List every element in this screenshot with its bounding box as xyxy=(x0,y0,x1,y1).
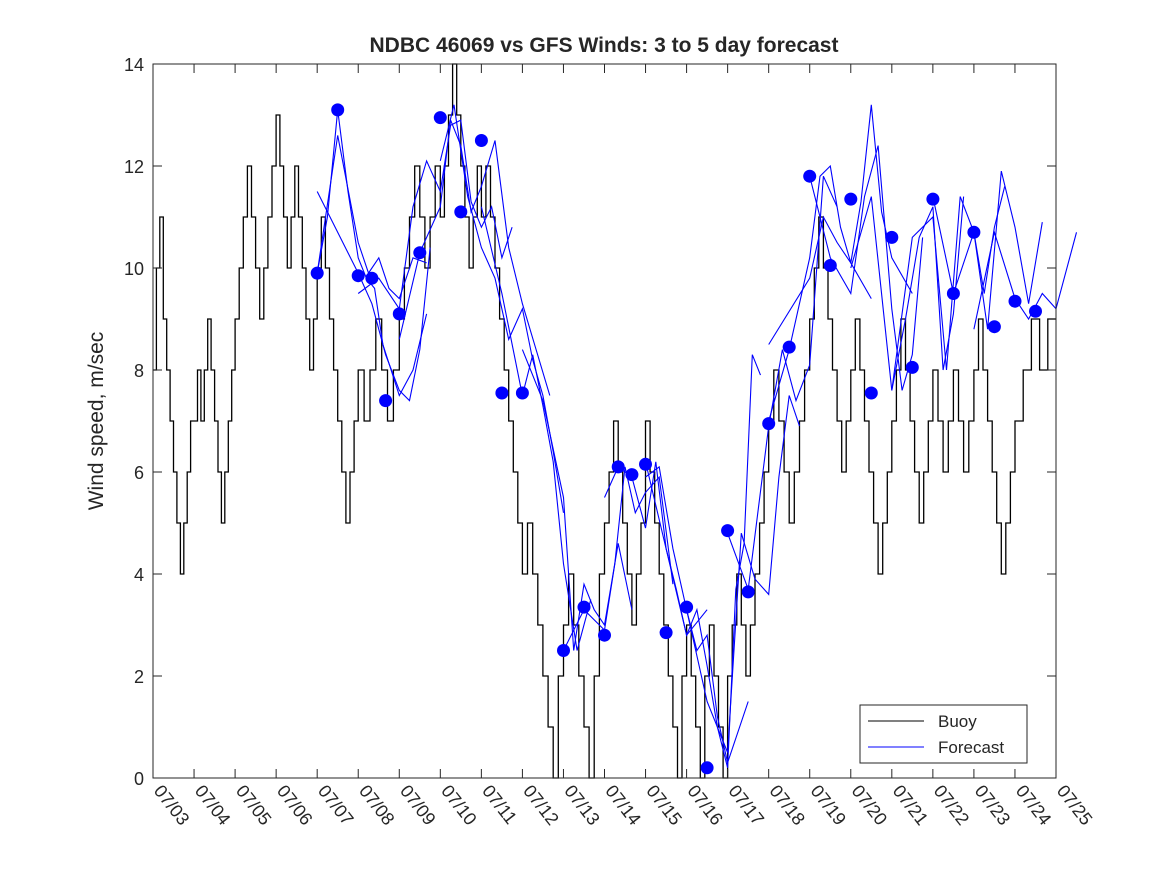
y-tick-label: 10 xyxy=(124,259,144,279)
forecast-marker xyxy=(1008,294,1022,308)
forecast-marker xyxy=(864,386,878,400)
forecast-marker xyxy=(611,460,625,474)
forecast-marker xyxy=(721,524,735,538)
y-tick-label: 14 xyxy=(124,55,144,75)
forecast-marker xyxy=(474,134,488,147)
forecast-marker xyxy=(557,644,570,657)
forecast-marker xyxy=(782,340,796,354)
forecast-marker xyxy=(967,225,981,239)
forecast-marker xyxy=(331,103,345,117)
y-tick-label: 2 xyxy=(134,667,144,687)
forecast-marker xyxy=(433,111,447,125)
buoy-series-line xyxy=(153,63,1056,779)
forecast-series-line xyxy=(768,164,872,422)
forecast-series-line xyxy=(645,465,749,765)
forecast-marker xyxy=(625,468,639,482)
forecast-series-line xyxy=(563,466,674,651)
forecast-marker xyxy=(454,205,468,219)
legend: Buoy Forecast xyxy=(859,704,1028,764)
forecast-marker xyxy=(351,269,365,283)
forecast-marker xyxy=(392,307,406,321)
y-tick-label: 12 xyxy=(124,157,144,177)
forecast-marker xyxy=(803,169,817,183)
forecast-marker xyxy=(495,386,509,400)
chart-title: NDBC 46069 vs GFS Winds: 3 to 5 day fore… xyxy=(370,34,839,57)
forecast-marker xyxy=(659,626,673,640)
forecast-marker xyxy=(1029,304,1042,318)
y-tick-label: 6 xyxy=(134,463,144,483)
y-tick-label: 8 xyxy=(134,361,144,381)
y-axis-label: Wind speed, m/sec xyxy=(85,332,108,511)
forecast-marker xyxy=(598,628,611,642)
forecast-marker xyxy=(577,600,591,614)
forecast-series-line xyxy=(316,135,427,300)
legend-box xyxy=(859,704,1028,764)
forecast-marker xyxy=(365,271,379,285)
forecast-marker xyxy=(885,230,899,244)
forecast-series-line xyxy=(932,170,1043,330)
forecast-marker xyxy=(946,287,960,300)
plot-area xyxy=(153,63,1078,779)
y-tick-label: 0 xyxy=(134,769,144,789)
forecast-series-line xyxy=(480,206,592,651)
forecast-marker xyxy=(762,417,776,431)
forecast-series-line xyxy=(644,354,762,768)
y-tick-label: 4 xyxy=(134,565,144,585)
forecast-marker xyxy=(926,192,940,206)
forecast-marker xyxy=(379,394,393,408)
legend-buoy-label: Buoy xyxy=(938,712,977,731)
forecast-marker xyxy=(413,246,427,260)
forecast-marker xyxy=(639,457,652,471)
forecast-marker xyxy=(741,585,755,599)
forecast-marker xyxy=(987,320,1001,334)
forecast-marker xyxy=(905,360,919,374)
forecast-marker xyxy=(823,259,837,272)
forecast-marker xyxy=(844,192,858,206)
y-axis: 0 2 4 6 8 10 12 14 xyxy=(124,55,1056,789)
forecast-marker xyxy=(310,266,324,280)
legend-forecast-label: Forecast xyxy=(938,738,1004,757)
forecast-series-line xyxy=(686,395,801,753)
forecast-series-line xyxy=(727,175,838,590)
forecast-marker xyxy=(515,386,529,400)
forecast-marker xyxy=(700,761,714,775)
forecast-series-line xyxy=(398,119,551,396)
forecast-marker xyxy=(680,600,694,614)
